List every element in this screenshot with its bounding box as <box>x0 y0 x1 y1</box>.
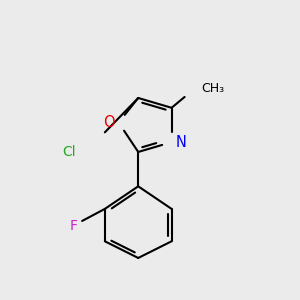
Text: CH₃: CH₃ <box>201 82 224 95</box>
Text: N: N <box>176 135 187 150</box>
Text: O: O <box>103 115 115 130</box>
Text: Cl: Cl <box>63 145 76 159</box>
Text: F: F <box>69 219 77 232</box>
